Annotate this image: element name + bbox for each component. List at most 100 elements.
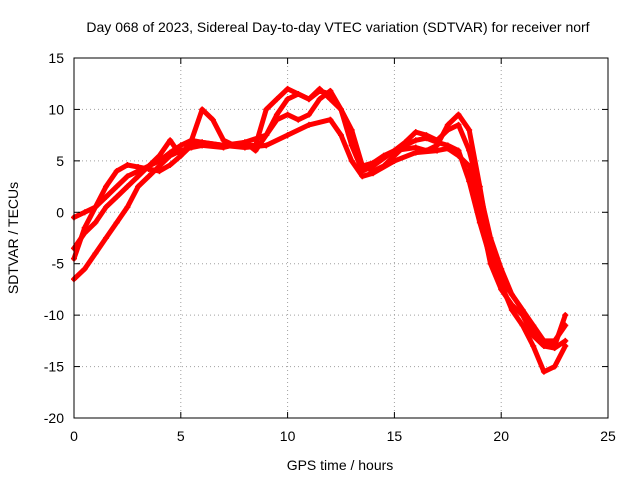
data-point [338,132,344,139]
y-tick-label: -20 [44,410,64,426]
data-point [124,204,131,211]
data-point [199,106,206,113]
y-tick-label: 15 [48,50,64,66]
data-point [167,137,174,144]
data-point [81,209,88,216]
data-point [338,106,344,113]
data-point [252,147,259,154]
data-point [551,343,558,349]
data-point [295,116,302,123]
data-point [295,91,302,97]
data-point [370,159,377,166]
data-point [359,168,366,175]
data-point [231,142,238,149]
data-point [370,168,377,175]
series-line-3 [71,88,568,344]
series-line-4 [71,86,568,349]
data-point [412,144,419,151]
data-point [487,255,494,262]
data-point [380,152,387,159]
data-point [284,85,291,92]
data-point [220,142,227,149]
data-point [263,132,270,139]
y-tick-label: 5 [56,153,64,169]
data-point [562,337,569,344]
data-point [476,219,483,226]
data-point [220,137,227,144]
data-point [530,343,537,349]
data-point [444,142,451,149]
data-point [434,137,441,144]
data-point [402,139,409,146]
data-point [92,204,99,211]
data-point [540,337,547,344]
data-point [103,193,110,200]
data-point [177,142,184,149]
data-point [92,250,99,257]
data-point [113,168,120,175]
grid-lines [74,58,608,418]
data-point [455,147,462,154]
data-point [423,132,430,139]
data-point [551,363,558,370]
data-point [508,307,515,313]
data-point [391,147,398,154]
data-point [113,193,120,200]
data-point [412,137,419,144]
data-point [466,147,473,154]
y-tick-labels: 15 10 5 0 -5 -10 -15 -20 [44,50,64,426]
data-point [124,161,131,168]
x-tick-label: 15 [387,428,403,444]
data-point [359,163,366,169]
data-point [103,183,110,190]
x-tick-labels: 0 5 10 15 20 25 [70,428,616,444]
data-point [252,142,259,149]
data-point [113,183,120,190]
data-point [455,111,462,118]
data-point [476,188,483,195]
data-point [444,127,451,133]
data-point [124,183,131,190]
data-point [156,152,163,159]
x-tick-label: 10 [280,428,296,444]
data-point [487,235,494,241]
data-point [466,127,473,133]
data-point [540,343,547,349]
y-tick-label: -15 [44,359,64,375]
data-point [455,121,462,128]
data-point [188,137,195,144]
data-point [412,129,419,136]
x-tick-label: 20 [493,428,509,444]
data-point [316,96,323,103]
data-point [530,322,537,329]
data-point [327,116,334,123]
y-axis-label: SDTVAR / TECUs [5,182,21,294]
data-point [284,111,291,118]
data-point [305,121,312,128]
data-point [305,96,312,103]
data-point [199,139,206,146]
data-point [434,147,441,154]
data-point [498,265,505,272]
series-line-2 [71,88,568,375]
data-point [177,152,184,159]
chart-title: Day 068 of 2023, Sidereal Day-to-day VTE… [86,19,589,35]
data-point [305,111,312,118]
data-point [562,343,569,349]
data-point [284,132,291,139]
data-point [444,121,451,128]
data-point [412,149,419,156]
data-point [391,152,398,159]
data-point [145,163,152,169]
data-point [359,173,366,180]
x-tick-label: 25 [600,428,616,444]
data-series [71,85,569,375]
data-point [209,116,216,123]
y-tick-label: 0 [56,204,64,220]
data-point [81,229,88,236]
plot-frame [73,57,609,419]
data-point [273,96,280,103]
data-point [540,368,547,375]
y-tick-label: -5 [52,256,65,272]
